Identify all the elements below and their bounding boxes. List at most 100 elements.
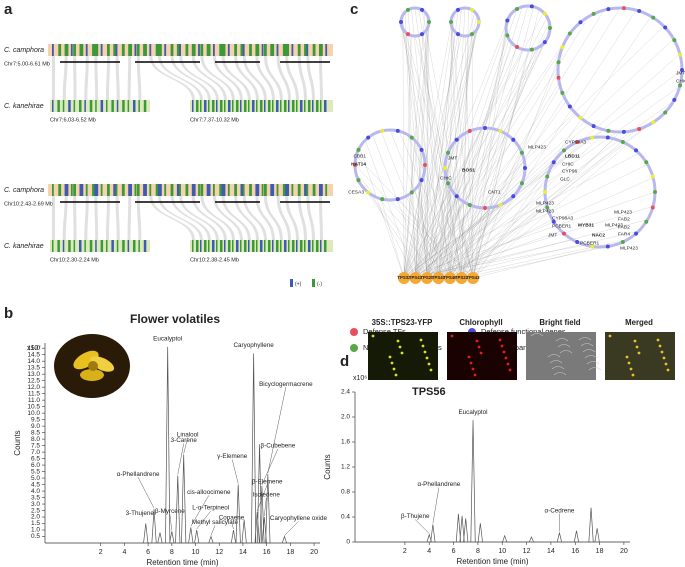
gene-stripe <box>288 240 290 252</box>
leader-line <box>183 437 188 454</box>
gene-stripe <box>92 184 95 196</box>
gene-stripe <box>228 240 231 252</box>
y-tick-label: 1.5 <box>31 520 40 527</box>
gene-label: NAC2 <box>592 232 605 238</box>
network-edge <box>414 189 439 279</box>
cell-outline <box>578 337 592 341</box>
network-edge <box>380 198 405 279</box>
peak <box>459 515 465 543</box>
gene-node <box>395 128 400 133</box>
gene-stripe <box>62 240 65 252</box>
network-edge <box>426 157 524 279</box>
gene-stripe <box>79 100 82 112</box>
gene-stripe <box>198 184 200 196</box>
gene-stripe <box>212 240 215 252</box>
x-tick-label: 4 <box>122 549 126 556</box>
tps-node <box>444 272 456 284</box>
gene-stripe <box>324 100 327 112</box>
gene-stripe <box>52 100 54 112</box>
gene-stripe <box>208 240 210 252</box>
gene-node <box>483 126 487 130</box>
peak <box>254 511 260 544</box>
cell-outline <box>549 360 563 364</box>
gene-stripe <box>224 100 226 112</box>
chloroplast <box>396 339 400 343</box>
gene-stripe <box>116 240 119 252</box>
gene-label: CESA3 <box>348 189 364 195</box>
gene-node <box>680 68 684 72</box>
network-edge <box>426 18 479 279</box>
image-label: Chlorophyll <box>459 318 502 327</box>
gene-stripe <box>284 240 287 252</box>
species-label: C. kanehirae <box>4 243 44 250</box>
network-edge <box>403 49 523 279</box>
synteny-ribbon <box>127 56 132 100</box>
gene-stripe <box>79 184 84 196</box>
tps-node <box>455 272 468 284</box>
gene-stripe <box>73 184 76 196</box>
synteny-ribbon <box>170 196 211 240</box>
gene-label: MLP423 <box>605 222 623 228</box>
gene-node <box>543 190 547 194</box>
gene-node <box>663 110 668 115</box>
gene-node <box>454 194 459 199</box>
network-edge <box>415 46 518 279</box>
gene-stripe <box>95 240 97 252</box>
synteny-ribbon <box>84 56 89 100</box>
legend-label: (+) <box>295 281 302 287</box>
gene-stripe <box>196 100 199 112</box>
gene-stripe <box>255 44 260 56</box>
gene-stripe <box>115 184 118 196</box>
x-tick-label: 6 <box>452 548 456 555</box>
gene-stripe <box>255 184 260 196</box>
chloroplast <box>625 355 629 359</box>
gene-stripe <box>206 44 211 56</box>
gene-node <box>545 205 550 210</box>
gene-stripe <box>242 184 245 196</box>
synteny-ribbon <box>297 196 307 240</box>
synteny-ribbon <box>264 56 283 100</box>
network-edge <box>415 206 654 279</box>
network-edge <box>461 129 496 279</box>
gene-stripe <box>228 100 231 112</box>
network-edge <box>464 35 474 279</box>
network-edge <box>461 27 507 279</box>
network-edge <box>438 129 475 279</box>
y-tick-label: 10.5 <box>27 403 40 410</box>
network-edge <box>418 35 462 279</box>
gene-stripe <box>85 184 88 196</box>
network-edge <box>403 139 514 279</box>
network-edge <box>401 18 474 279</box>
network-edge <box>426 133 466 279</box>
network-edge <box>356 173 451 279</box>
peak-label: 3-Thujene <box>126 510 155 517</box>
network-edge <box>438 219 553 279</box>
gene-node <box>409 135 414 140</box>
gene-node <box>505 33 510 38</box>
network-edge <box>403 21 480 279</box>
tps-node <box>432 272 445 284</box>
gene-stripe <box>268 100 271 112</box>
gene-node <box>483 206 487 210</box>
synteny-ribbon <box>213 196 243 240</box>
synteny-ribbon <box>200 196 235 240</box>
gene-stripe <box>115 44 118 56</box>
peak-label: β-Thujene <box>401 513 430 520</box>
gene-node <box>653 190 657 194</box>
gene-stripe <box>113 184 118 196</box>
gene-node <box>366 135 371 140</box>
chloroplast <box>500 344 504 348</box>
x-axis-label: Retention time (min) <box>146 558 218 567</box>
gene-stripe <box>304 44 308 56</box>
synteny-ribbon <box>319 56 323 100</box>
network-edge <box>407 134 474 279</box>
gene-stripe <box>221 184 226 196</box>
chloroplast <box>498 338 502 342</box>
gene-node <box>606 128 611 133</box>
chloroplast <box>631 373 635 377</box>
image-label: Merged <box>625 318 653 327</box>
network-edge <box>403 12 544 279</box>
gene-stripe <box>260 100 263 112</box>
gene-node <box>419 147 424 152</box>
gene-stripe <box>158 44 162 56</box>
